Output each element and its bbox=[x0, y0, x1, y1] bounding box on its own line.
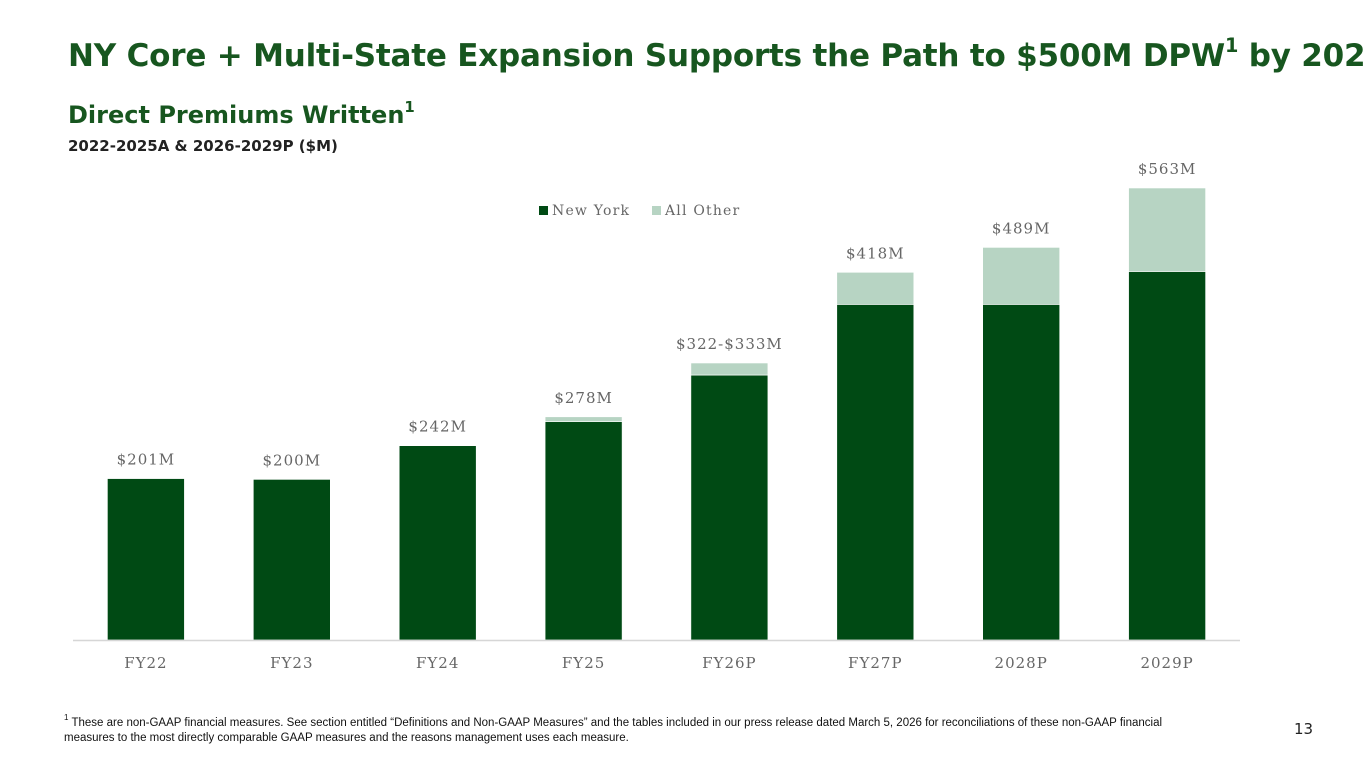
bar-all-other bbox=[836, 271, 915, 305]
x-tick-label: 2029P bbox=[1140, 654, 1193, 672]
footnote-marker: 1 bbox=[64, 712, 69, 722]
bar-new-york bbox=[836, 304, 915, 641]
data-label: $201M bbox=[117, 451, 176, 469]
footnote: 1 These are non-GAAP financial measures.… bbox=[64, 712, 1214, 746]
legend-swatch-new-york bbox=[539, 206, 548, 215]
chart-title: Direct Premiums Written1 bbox=[68, 97, 415, 129]
bar-chart: $201M FY22 $200M FY23 $242M FY24 $278M FY25 $322… bbox=[73, 160, 1240, 672]
x-tick-label: 2028P bbox=[995, 654, 1048, 672]
x-tick-label: FY26P bbox=[702, 654, 757, 672]
bar-all-other bbox=[544, 416, 623, 422]
bar-new-york bbox=[398, 445, 477, 641]
x-tick-label: FY24 bbox=[416, 654, 459, 672]
page-title: NY Core + Multi-State Expansion Supports… bbox=[68, 36, 1365, 74]
bar-all-other bbox=[1128, 187, 1206, 272]
data-label: $563M bbox=[1138, 160, 1197, 178]
bar-new-york bbox=[982, 304, 1061, 641]
data-label: $242M bbox=[408, 418, 467, 436]
page-title-text: NY Core + Multi-State Expansion Supports… bbox=[68, 38, 1225, 74]
bar-new-york bbox=[690, 374, 769, 641]
data-label: $322-$333M bbox=[676, 335, 783, 353]
legend-swatch-all-other bbox=[652, 206, 661, 215]
legend-label-all-other: All Other bbox=[664, 203, 740, 219]
page-title-footnote-marker: 1 bbox=[1224, 33, 1239, 57]
page-number: 13 bbox=[1294, 720, 1314, 738]
x-tick-label: FY25 bbox=[562, 654, 605, 672]
page-title-suffix: by 2029 bbox=[1248, 38, 1365, 74]
bar-new-york bbox=[544, 421, 623, 641]
x-tick-label: FY22 bbox=[124, 654, 167, 672]
bar-new-york bbox=[253, 479, 331, 641]
bar-all-other bbox=[690, 362, 769, 376]
chart-title-footnote-marker: 1 bbox=[404, 97, 415, 116]
bar-new-york bbox=[1128, 271, 1206, 641]
data-label: $489M bbox=[992, 219, 1051, 237]
bar-new-york bbox=[107, 478, 185, 641]
data-label: $200M bbox=[263, 451, 322, 469]
chart-title-text: Direct Premiums Written bbox=[68, 101, 405, 129]
bar-all-other bbox=[982, 247, 1061, 305]
footnote-text: These are non-GAAP financial measures. S… bbox=[64, 717, 1163, 744]
x-tick-label: FY27P bbox=[848, 654, 903, 672]
data-label: $278M bbox=[554, 389, 613, 407]
x-tick-label: FY23 bbox=[270, 654, 313, 672]
legend-label-new-york: New York bbox=[552, 203, 630, 219]
data-label: $418M bbox=[846, 244, 905, 262]
chart-subtitle: 2022-2025A & 2026-2029P ($M) bbox=[68, 137, 338, 155]
